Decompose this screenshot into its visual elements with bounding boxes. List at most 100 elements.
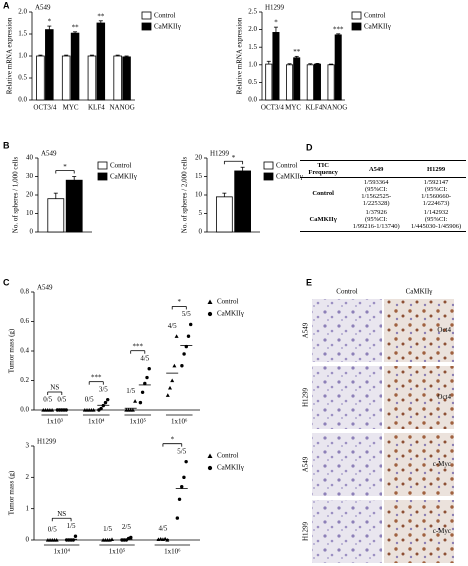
cell-line: 1/99216-1/13740) — [352, 223, 400, 230]
y-tick-label: 0.0 — [18, 96, 27, 104]
significance: NS — [57, 510, 66, 518]
bar — [36, 55, 45, 101]
tumor-count: 5/5 — [182, 310, 191, 318]
tumor-count: 0/5 — [57, 396, 66, 404]
data-point — [172, 363, 177, 368]
bar — [122, 56, 131, 101]
row-label: H1299 — [302, 521, 310, 541]
x-tick-label: 1x10⁵ — [130, 418, 147, 426]
chart-title: H1299 — [265, 4, 285, 12]
table-row: Control 1/593364 (95%CI: 1/1562525-1/225328… — [300, 178, 466, 209]
legend-swatch — [141, 11, 152, 20]
cell-line: 1/445030-1/45906) — [410, 223, 462, 230]
data-point — [140, 390, 145, 394]
y-axis-label: Tumor mass (g) — [8, 328, 16, 373]
significance: NS — [50, 384, 59, 392]
y-axis-label: Relative mRNA expression — [6, 17, 14, 94]
legend-label: Control — [364, 12, 385, 20]
data-point — [106, 397, 110, 402]
significance: ** — [97, 12, 105, 20]
cell-line: 1/142932 — [423, 209, 449, 216]
tic-table: TIC Frequency A549 H1299 Control 1/593364… — [300, 160, 466, 232]
bar — [61, 55, 71, 101]
x-tick-label: 1x10³ — [47, 418, 63, 426]
ihc-image — [312, 500, 382, 563]
data-point — [103, 400, 108, 405]
table-cell: 1/593364 (95%CI: 1/1562525-1/225328) — [346, 178, 406, 209]
y-tick-label: 0.5 — [18, 74, 27, 82]
y-tick-label: 10 — [26, 209, 34, 217]
y-tick-label: 2 — [26, 473, 30, 481]
panel-label: E — [306, 277, 312, 287]
significance: * — [274, 19, 278, 27]
legend-label: CaMKIIγ — [276, 173, 303, 181]
ihc-image — [384, 366, 454, 429]
data-point — [180, 364, 184, 368]
significance: ** — [293, 48, 301, 56]
legend-swatch — [97, 161, 108, 170]
stain-label: Oct4 — [437, 393, 451, 401]
y-tick-label: 3 — [26, 442, 30, 450]
tumor-count: 0/5 — [43, 396, 52, 404]
table-body: Control 1/593364 (95%CI: 1/1562525-1/225328… — [300, 178, 466, 232]
tumor-count: 4/5 — [158, 524, 167, 532]
bar — [216, 196, 233, 233]
bar — [45, 29, 54, 101]
table-cell: 1/142932 (95%CI: 1/445030-1/45906) — [406, 208, 466, 232]
bar — [47, 198, 65, 233]
cell-line: 1/1562525-1/225328) — [361, 193, 392, 207]
bar — [306, 64, 314, 101]
significance: * — [232, 154, 236, 162]
cell-line: 1/592147 — [423, 179, 449, 186]
row-label: H1299 — [302, 387, 310, 407]
bar — [234, 170, 251, 233]
legend-label: Control — [110, 162, 131, 170]
column-header: Control — [336, 288, 357, 296]
table-header: TIC Frequency A549 H1299 — [300, 160, 466, 178]
ihc-image — [312, 299, 382, 362]
legend-swatch — [97, 172, 108, 181]
data-point — [180, 485, 184, 489]
y-tick-label: 2.0 — [18, 8, 27, 16]
data-point — [145, 375, 149, 380]
y-tick-label: 0.4 — [20, 347, 29, 355]
data-point — [99, 406, 103, 411]
tumor-count: 2/5 — [122, 523, 131, 531]
legend-marker — [207, 299, 213, 304]
header-cell: A549 — [368, 165, 384, 173]
bar — [313, 63, 321, 101]
row-label: A549 — [302, 456, 310, 472]
y-tick-label: 0.5 — [248, 78, 257, 86]
bar — [327, 64, 335, 101]
cell-line: (95%CI: — [365, 216, 388, 223]
cell-line: (95%CI: — [365, 186, 388, 193]
legend-label: Control — [154, 12, 175, 20]
data-point — [182, 475, 186, 480]
tumor-count: 1/5 — [126, 387, 135, 395]
data-point — [165, 393, 170, 397]
chart-title: A549 — [35, 4, 51, 12]
y-tick-label: 0.2 — [20, 376, 29, 384]
y-tick-label: 20 — [26, 191, 34, 199]
x-tick-label: NANOG — [322, 104, 347, 112]
legend-swatch — [351, 11, 362, 20]
data-point — [175, 516, 180, 520]
chart-title: A549 — [37, 284, 53, 292]
data-point — [130, 408, 135, 412]
data-point — [167, 385, 172, 390]
header-cell: TIC Frequency — [308, 162, 338, 176]
legend-marker — [207, 453, 213, 458]
bar — [70, 32, 80, 101]
legend-label: CaMKIIγ — [217, 464, 244, 472]
header-cell: H1299 — [427, 165, 446, 173]
chart-title: H1299 — [210, 150, 230, 158]
ihc-image — [312, 433, 382, 496]
y-tick-label: 0.0 — [20, 406, 29, 414]
tumor-count: 4/5 — [140, 354, 149, 362]
bar — [286, 64, 294, 101]
significance: * — [171, 435, 175, 443]
data-point — [71, 538, 75, 542]
tumor-count: 5/5 — [177, 447, 186, 455]
y-tick-label: 2.5 — [248, 8, 257, 16]
y-tick-label: 0.8 — [20, 288, 29, 296]
